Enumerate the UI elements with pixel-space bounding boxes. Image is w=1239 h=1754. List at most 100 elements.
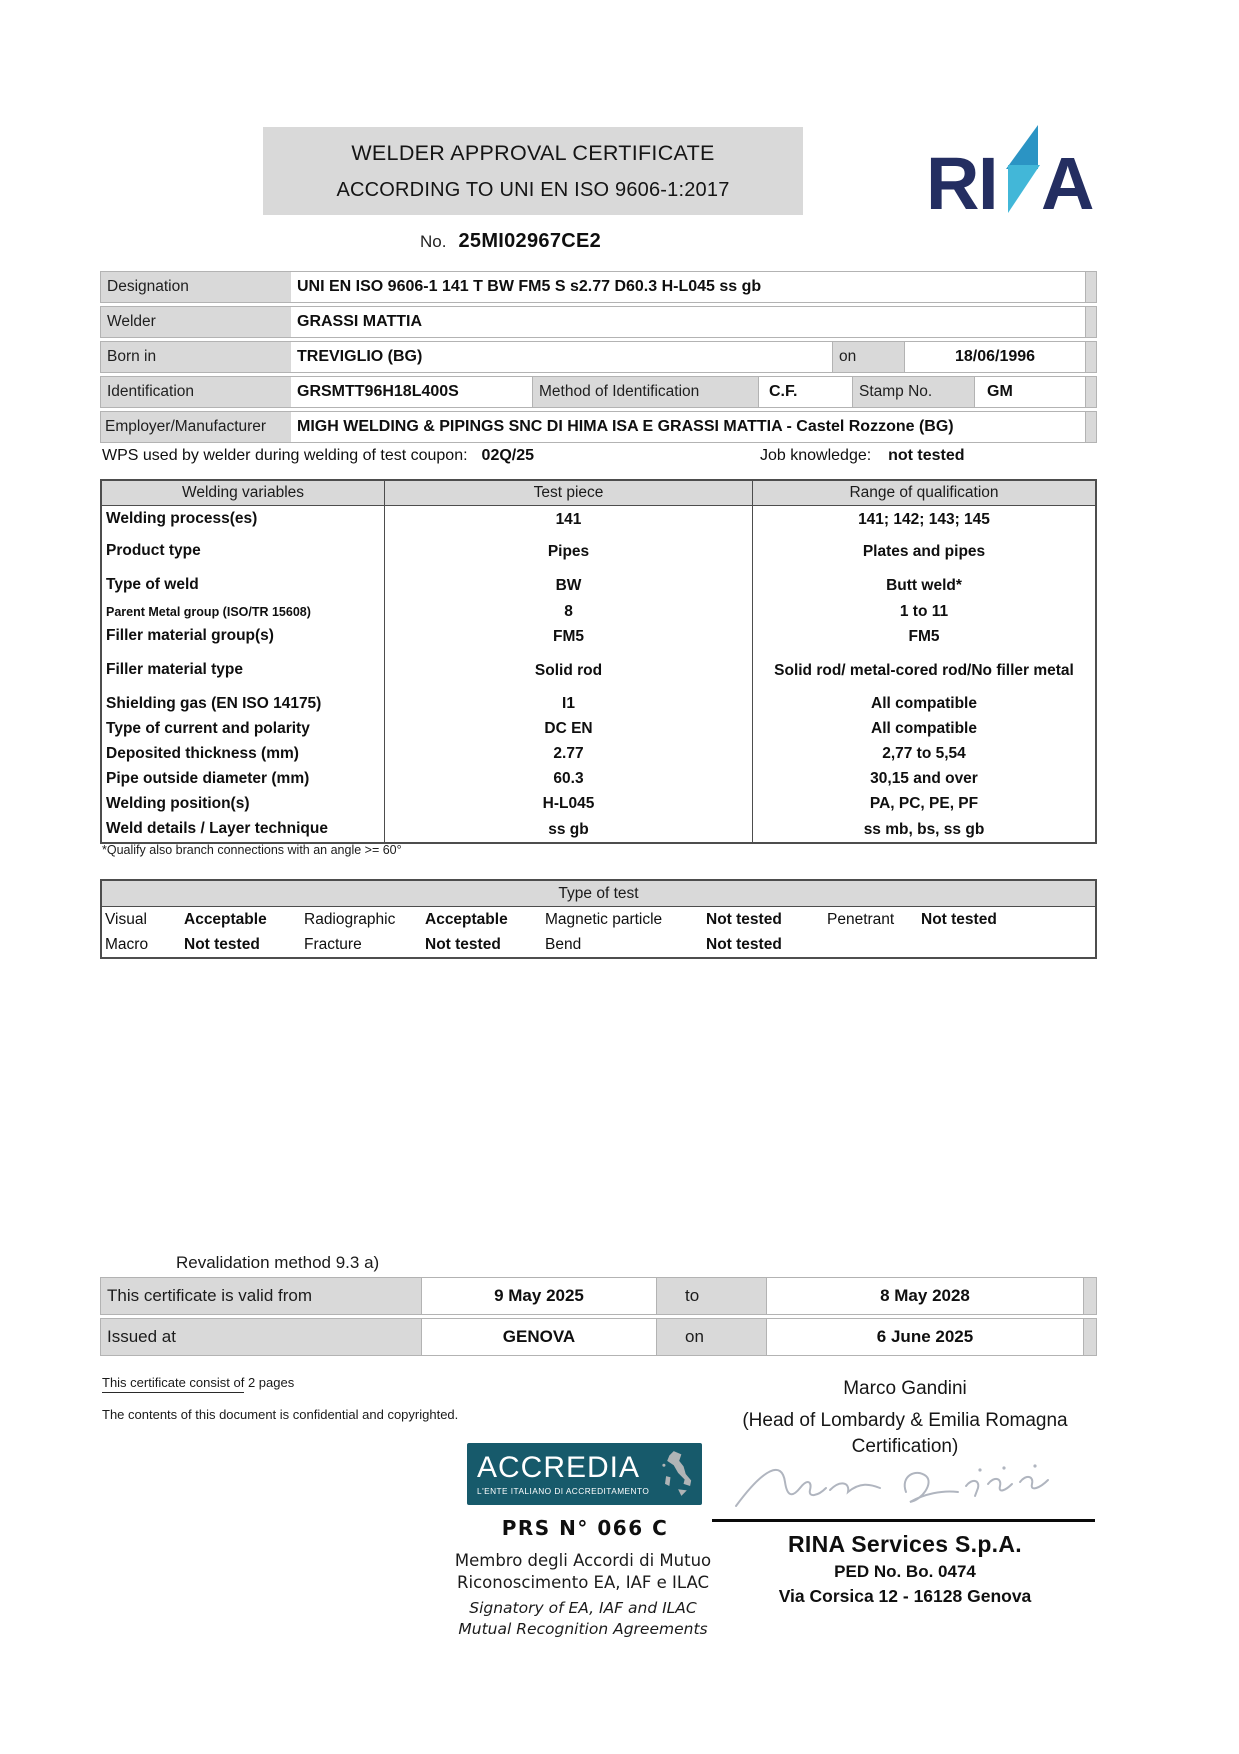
range-value: Butt weld* [752, 570, 1095, 600]
row-filler [1085, 307, 1096, 337]
variable-label: Deposited thickness (mm) [106, 744, 299, 762]
certificate-number-line: No. 25MI02967CE2 [420, 230, 601, 253]
variable-label: Type of weld [106, 576, 199, 593]
accredia-name: ACCREDIA [477, 1451, 641, 1484]
membro-line1: Membro degli Accordi di Mutuo [454, 1551, 712, 1570]
variable-label: Shielding gas (EN ISO 14175) [106, 694, 322, 712]
variable-label: Filler material group(s) [106, 627, 274, 644]
table-row: Parent Metal group (ISO/TR 15608) 8 1 to… [102, 600, 1095, 623]
designation-label: Designation [101, 272, 291, 302]
table-row: Type of weld BW Butt weld* [102, 570, 1095, 600]
test-piece-value: ss gb [384, 816, 752, 842]
row-filler [1085, 412, 1096, 442]
job-knowledge-label: Job knowledge: [760, 447, 872, 464]
qualification-table: Welding variables Test piece Range of qu… [100, 479, 1097, 844]
membro-line2: Riconoscimento EA, IAF e ILAC [457, 1573, 709, 1592]
table-row: Product type Pipes Plates and pipes [102, 532, 1095, 570]
variable-label: Welding position(s) [106, 794, 250, 812]
test-result: Not tested [706, 935, 782, 953]
wps-line: WPS used by welder during welding of tes… [102, 447, 1097, 465]
rina-n-bottom-triangle [1008, 165, 1040, 213]
test-result: Not tested [425, 935, 501, 953]
ped-number: PED No. Bo. 0474 [834, 1562, 976, 1581]
test-label: Macro [105, 935, 149, 953]
stamp-no-label: Stamp No. [852, 377, 974, 407]
variable-label: Pipe outside diameter (mm) [106, 769, 310, 787]
test-piece-value: 8 [384, 600, 752, 623]
type-of-test-table: Type of test Visual Acceptable Radiograp… [100, 879, 1097, 959]
accredia-logo: ACCREDIA L'ENTE ITALIANO DI ACCREDITAMEN… [467, 1443, 702, 1505]
range-value: ss mb, bs, ss gb [752, 816, 1095, 842]
test-label: Fracture [304, 935, 362, 953]
employer-value: MIGH WELDING & PIPINGS SNC DI HIMA ISA E… [297, 418, 954, 435]
row-filler [1085, 377, 1096, 407]
issued-at-label: Issued at [101, 1319, 421, 1355]
rina-n-top-triangle [1006, 125, 1038, 169]
designation-value: UNI EN ISO 9606-1 141 T BW FM5 S s2.77 D… [297, 278, 762, 295]
table-row: Welding position(s) H-L045 PA, PC, PE, P… [102, 791, 1095, 816]
signature-image [735, 1464, 1049, 1507]
test-result [918, 932, 1095, 957]
birth-place: TREVIGLIO (BG) [297, 348, 423, 365]
test-result: Not tested [706, 910, 782, 928]
job-knowledge-value: not tested [888, 447, 965, 464]
valid-from-row: This certificate is valid from 9 May 202… [100, 1277, 1097, 1315]
test-label: Magnetic particle [545, 910, 663, 928]
test-piece-value: 2.77 [384, 741, 752, 766]
range-value: Plates and pipes [752, 532, 1095, 570]
range-value: All compatible [752, 691, 1095, 716]
test-label [824, 932, 918, 957]
welder-row: Welder GRASSI MATTIA [100, 306, 1097, 338]
test-piece-value: DC EN [384, 716, 752, 741]
born-on-label: on [832, 342, 904, 372]
signatory-name: Marco Gandini [843, 1378, 967, 1399]
variable-label: Welding process(es) [106, 510, 258, 527]
company-name: RINA Services S.p.A. [788, 1531, 1022, 1557]
range-value: PA, PC, PE, PF [752, 791, 1095, 816]
rina-logo: R I A [928, 125, 1093, 218]
valid-from-date: 9 May 2025 [421, 1278, 656, 1314]
range-value: 141; 142; 143; 145 [752, 506, 1095, 532]
range-value: All compatible [752, 716, 1095, 741]
valid-from-label: This certificate is valid from [101, 1278, 421, 1314]
method-of-identification-label: Method of Identification [532, 377, 758, 407]
revalidation-method: Revalidation method 9.3 a) [176, 1253, 380, 1272]
qualification-table-header: Welding variables Test piece Range of qu… [102, 481, 1095, 506]
ilac-signatory-note: Signatory of EA, IAF and ILAC Mutual Rec… [408, 1598, 758, 1640]
test-piece-value: 60.3 [384, 766, 752, 791]
table-row: Welding process(es) 141 141; 142; 143; 1… [102, 506, 1095, 532]
signatory-role-line1: (Head of Lombardy & Emilia Romagna [742, 1410, 1068, 1431]
test-result: Acceptable [184, 910, 267, 928]
table-row: Pipe outside diameter (mm) 60.3 30,15 an… [102, 766, 1095, 791]
variable-label: Weld details / Layer technique [106, 820, 328, 837]
welder-label: Welder [101, 307, 291, 337]
identification-row: Identification GRSMTT96H18L400S Method o… [100, 376, 1097, 408]
test-piece-header: Test piece [384, 481, 752, 505]
test-label: Bend [545, 935, 582, 953]
certificate-number: 25MI02967CE2 [458, 230, 602, 252]
table-row: Type of current and polarity DC EN All c… [102, 716, 1095, 741]
range-value: FM5 [752, 623, 1095, 649]
svg-text:A: A [1041, 142, 1093, 218]
test-piece-value: 141 [384, 506, 752, 532]
variable-label: Product type [106, 542, 201, 559]
variable-label: Parent Metal group (ISO/TR 15608) [106, 604, 311, 619]
accredia-prs-number: PRS N° 066 C [501, 1516, 669, 1540]
table-row: Weld details / Layer technique ss gb ss … [102, 816, 1095, 842]
range-of-qualification-header: Range of qualification [752, 481, 1095, 505]
pages-note-underlined: This certificate consist of [102, 1375, 245, 1393]
table-row: Shielding gas (EN ISO 14175) I1 All comp… [102, 691, 1095, 716]
wps-label: WPS used by welder during welding of tes… [102, 447, 468, 464]
stamp-no-value: GM [974, 377, 1085, 407]
accredia-subtitle: L'ENTE ITALIANO DI ACCREDITAMENTO [477, 1486, 650, 1496]
test-label: Visual [105, 910, 147, 928]
svg-text:R: R [928, 142, 979, 218]
row-filler [1083, 1319, 1096, 1355]
range-value: 2,77 to 5,54 [752, 741, 1095, 766]
designation-row: Designation UNI EN ISO 9606-1 141 T BW F… [100, 271, 1097, 303]
confidential-note: The contents of this document is confide… [102, 1407, 459, 1422]
born-in-label: Born in [101, 342, 291, 372]
born-in-row: Born in TREVIGLIO (BG) on 18/06/1996 [100, 341, 1097, 373]
wps-value: 02Q/25 [481, 447, 535, 464]
